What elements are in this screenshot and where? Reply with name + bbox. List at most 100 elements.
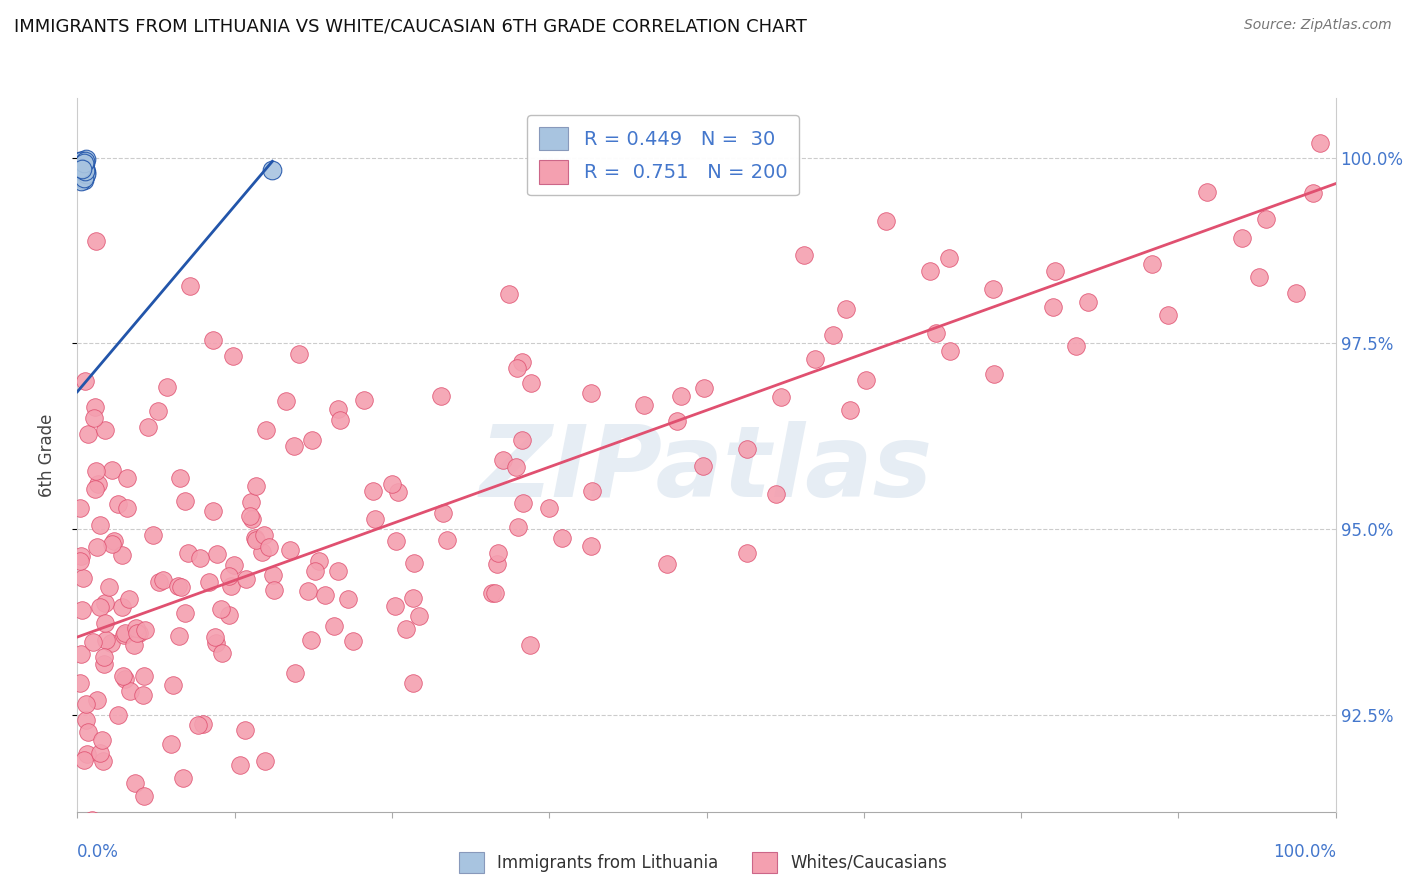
Point xyxy=(1309,136,1331,151)
Point xyxy=(257,540,280,554)
Point xyxy=(205,547,228,561)
Point xyxy=(111,820,134,834)
Point xyxy=(218,607,240,622)
Point xyxy=(245,479,267,493)
Point xyxy=(384,599,406,613)
Text: IMMIGRANTS FROM LITHUANIA VS WHITE/CAUCASIAN 6TH GRADE CORRELATION CHART: IMMIGRANTS FROM LITHUANIA VS WHITE/CAUCA… xyxy=(14,18,807,36)
Point xyxy=(735,442,758,456)
Point xyxy=(69,675,91,690)
Point xyxy=(262,568,284,582)
Point xyxy=(114,672,136,686)
Point xyxy=(326,402,349,417)
Text: ZIPatlas: ZIPatlas xyxy=(479,421,934,517)
Point xyxy=(73,164,96,178)
Point xyxy=(254,754,277,768)
Point xyxy=(72,156,94,170)
Point xyxy=(492,453,515,467)
Point xyxy=(436,533,458,547)
Point xyxy=(202,504,225,518)
Point xyxy=(82,813,104,827)
Point xyxy=(73,167,96,181)
Point xyxy=(201,333,224,347)
Point xyxy=(167,629,190,643)
Point xyxy=(132,789,155,803)
Point xyxy=(107,708,129,723)
Point xyxy=(506,360,529,375)
Point xyxy=(125,621,148,635)
Point xyxy=(1247,269,1270,284)
Point xyxy=(72,173,94,187)
Point xyxy=(538,501,561,516)
Point xyxy=(252,528,274,542)
Point xyxy=(72,161,94,176)
Point xyxy=(125,626,148,640)
Point xyxy=(239,495,262,509)
Point xyxy=(70,161,93,175)
Point xyxy=(84,464,107,478)
Point xyxy=(981,282,1004,296)
Point xyxy=(692,459,714,474)
Point xyxy=(581,539,603,553)
Point xyxy=(69,501,91,516)
Text: 100.0%: 100.0% xyxy=(1272,843,1336,861)
Point xyxy=(284,666,307,681)
Point xyxy=(328,564,350,578)
Point xyxy=(385,533,408,548)
Point xyxy=(402,556,425,570)
Point xyxy=(148,404,170,418)
Point xyxy=(301,433,323,447)
Point xyxy=(94,423,117,437)
Point xyxy=(243,531,266,545)
Point xyxy=(174,606,197,620)
Point xyxy=(72,160,94,174)
Point xyxy=(304,564,326,578)
Point xyxy=(73,169,96,184)
Point xyxy=(169,471,191,485)
Point xyxy=(132,688,155,702)
Point xyxy=(122,639,145,653)
Point xyxy=(93,820,115,834)
Point xyxy=(342,634,364,648)
Point xyxy=(90,733,112,747)
Point xyxy=(283,439,305,453)
Point xyxy=(166,579,188,593)
Point xyxy=(142,528,165,542)
Point xyxy=(100,463,122,477)
Point xyxy=(73,161,96,176)
Point xyxy=(855,373,877,387)
Point xyxy=(84,401,107,415)
Point xyxy=(69,554,91,568)
Point xyxy=(364,512,387,526)
Point xyxy=(329,413,352,427)
Text: 0.0%: 0.0% xyxy=(77,843,120,861)
Point xyxy=(218,569,240,583)
Point xyxy=(322,619,344,633)
Point xyxy=(221,349,243,363)
Point xyxy=(179,278,201,293)
Point xyxy=(254,423,277,437)
Point xyxy=(75,152,97,166)
Point xyxy=(205,636,228,650)
Point xyxy=(1140,257,1163,271)
Point xyxy=(112,669,135,683)
Point xyxy=(402,676,425,690)
Point xyxy=(198,574,221,589)
Point xyxy=(288,347,311,361)
Point xyxy=(665,414,688,428)
Point xyxy=(132,669,155,683)
Point xyxy=(1064,339,1087,353)
Point xyxy=(70,174,93,188)
Point xyxy=(111,548,134,562)
Point xyxy=(838,403,860,417)
Point xyxy=(430,389,453,403)
Point xyxy=(224,558,246,573)
Point xyxy=(72,160,94,174)
Point xyxy=(938,251,960,265)
Point xyxy=(103,534,125,549)
Point xyxy=(804,351,827,366)
Point xyxy=(408,609,430,624)
Point xyxy=(1077,295,1099,310)
Point xyxy=(693,381,716,395)
Point xyxy=(498,287,520,301)
Point xyxy=(918,263,941,277)
